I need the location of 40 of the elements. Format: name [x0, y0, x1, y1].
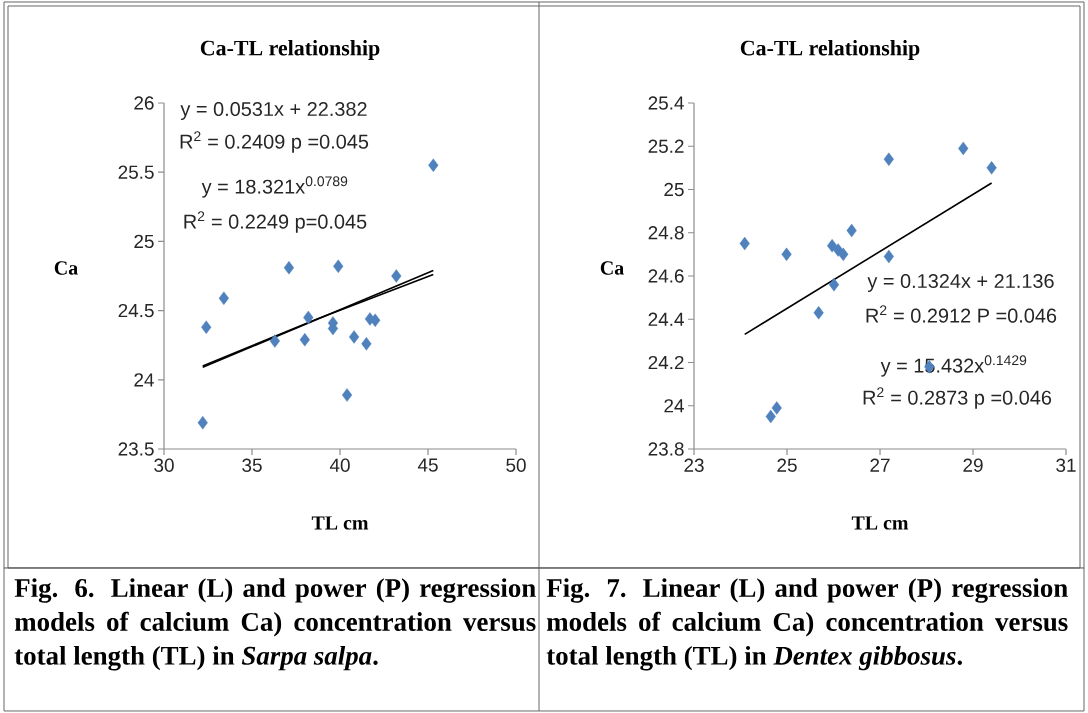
annotation: y = 0.1324x + 21.136	[867, 273, 1054, 292]
x-axis-title: TL cm	[851, 516, 909, 530]
y-tick-label: 24.6	[648, 269, 684, 283]
annotation: R$^{2}$ = 0.2409 p =0.045	[180, 131, 369, 153]
x-tick-label: 31	[1056, 458, 1076, 472]
x-tick-label: 50	[506, 458, 526, 472]
y-tick-label: 24.5	[118, 303, 154, 318]
chart-title: Ca-TL relationship	[740, 40, 920, 60]
annotation: R$^{2}$ = 0.2912 P =0.046	[866, 305, 1057, 323]
y-tick-label: 26	[134, 96, 154, 110]
y-tick-label: 23.8	[648, 442, 684, 456]
x-tick-label: 29	[963, 458, 983, 472]
caption: Fig. 7. Linear (L) and power (P) regression models of calcium Ca) concentration versus total length (TL) in Dentex gibbosus.	[546, 578, 1068, 671]
x-axis-title: TL cm	[311, 516, 369, 530]
y-tick-label: 23.5	[118, 442, 154, 456]
x-tick-label: 23	[684, 458, 704, 472]
x-tick-label: 30	[154, 458, 174, 472]
annotation: R$^{2}$ = 0.2249 p=0.045	[184, 211, 367, 233]
y-axis-title: Ca	[54, 261, 78, 275]
y-tick-label: 24.8	[648, 226, 684, 240]
y-tick-label: 24	[134, 373, 154, 387]
chart-title: Ca-TL relationship	[200, 40, 380, 60]
annotation: y = 18.321x$^{0.0789}$	[201, 176, 348, 198]
x-tick-label: 35	[242, 458, 262, 472]
annotation: y = 0.0531x + 22.382	[180, 101, 367, 121]
y-tick-label: 25.4	[648, 96, 684, 110]
y-tick-label: 25	[664, 182, 684, 197]
y-tick-label: 24.4	[648, 312, 684, 326]
annotation: R$^{2}$ = 0.2873 p =0.046	[863, 387, 1052, 409]
x-tick-label: 27	[870, 458, 890, 472]
caption: Fig. 6. Linear (L) and power (P) regression models of calcium Ca) concentration versus total length (TL) in Sarpa salpa.	[14, 578, 536, 671]
y-tick-label: 25.2	[648, 139, 684, 153]
x-tick-label: 25	[777, 458, 797, 472]
x-tick-label: 40	[329, 458, 350, 472]
y-tick-label: 24	[664, 399, 684, 413]
y-tick-label: 25.5	[118, 165, 154, 179]
y-tick-label: 24.2	[648, 355, 684, 370]
y-axis-title: Ca	[600, 261, 624, 275]
y-tick-label: 25	[134, 234, 154, 249]
x-tick-label: 45	[417, 458, 438, 472]
